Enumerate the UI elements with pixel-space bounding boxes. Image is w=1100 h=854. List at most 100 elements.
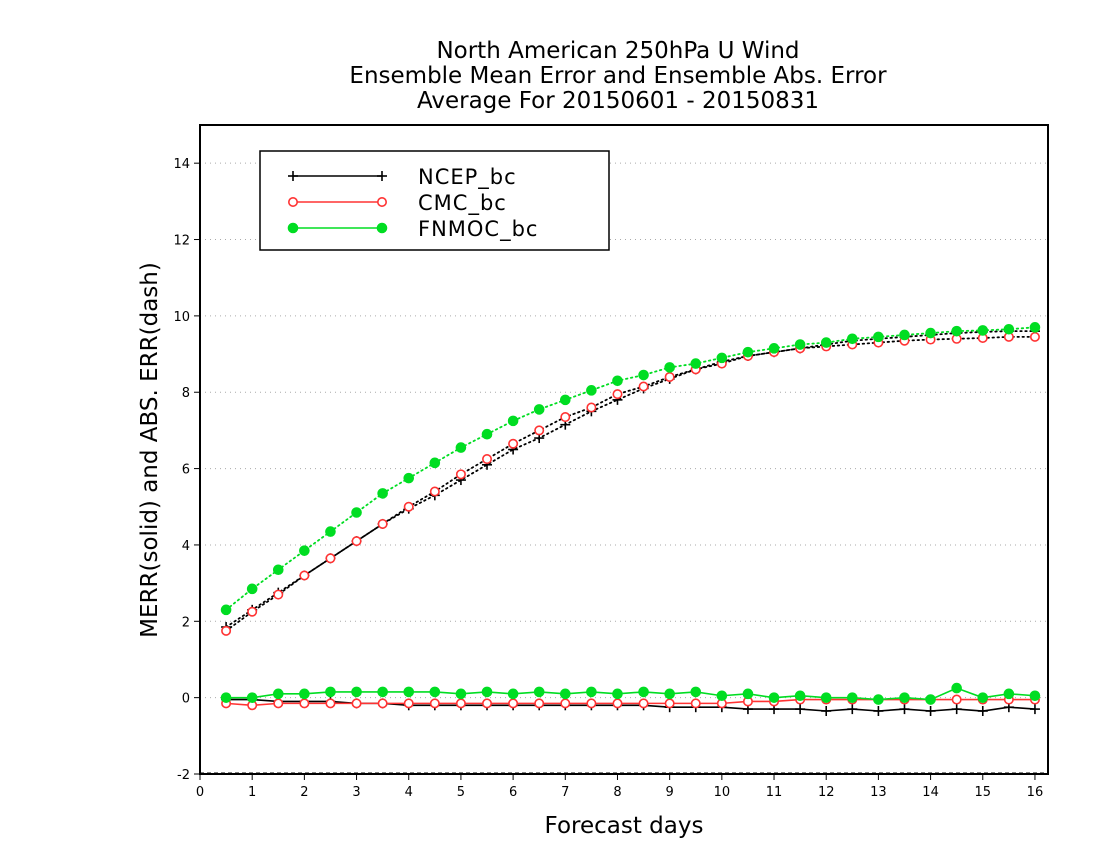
x-tick-label: 15 [974, 785, 991, 800]
data-point-filled-circle [820, 337, 832, 348]
data-point-open-circle [560, 698, 571, 709]
data-point-filled-circle [742, 346, 754, 358]
data-point-filled-circle [246, 692, 258, 703]
data-point-filled-circle [638, 369, 649, 381]
legend-label: CMC_bc [418, 191, 507, 216]
data-point-filled-circle [716, 690, 728, 702]
plot-frame [199, 124, 1049, 775]
data-point-open-circle [482, 454, 493, 465]
y-tick-label: 6 [182, 463, 190, 478]
data-point-filled-circle [325, 686, 336, 698]
data-point-filled-circle [1029, 322, 1041, 333]
data-point-plus [1029, 704, 1040, 715]
data-point-open-circle [403, 698, 414, 709]
data-point-open-circle [638, 381, 649, 392]
data-point-filled-circle [899, 329, 910, 341]
y-tick-label: 8 [182, 386, 190, 401]
data-point-filled-circle [272, 688, 284, 700]
data-point-open-circle [534, 698, 545, 709]
data-point-filled-circle [220, 604, 232, 616]
data-point-filled-circle [977, 692, 989, 703]
data-point-filled-circle [1029, 690, 1041, 702]
data-point-plus [377, 171, 387, 181]
data-point-filled-circle [794, 690, 806, 702]
data-point-open-circle [287, 197, 298, 208]
data-point-open-circle [482, 698, 493, 709]
data-point-open-circle [690, 698, 701, 709]
data-point-filled-circle [586, 686, 597, 698]
x-tick-label: 2 [300, 785, 308, 800]
y-tick-label: 4 [182, 539, 190, 554]
legend-label: NCEP_bc [418, 165, 517, 190]
data-point-filled-circle [507, 415, 519, 427]
data-point-open-circle [299, 698, 310, 709]
data-point-filled-circle [325, 526, 336, 537]
y-tick-label: -2 [177, 768, 190, 783]
legend-box [259, 150, 610, 251]
data-point-filled-circle [481, 428, 493, 440]
data-point-filled-circle [299, 545, 310, 556]
data-point-filled-circle [376, 222, 388, 234]
data-point-filled-circle [768, 692, 780, 703]
data-point-filled-circle [1003, 323, 1015, 335]
x-tick-label: 12 [818, 785, 835, 800]
data-point-open-circle [351, 536, 362, 547]
data-point-filled-circle [299, 688, 310, 700]
data-point-filled-circle [925, 327, 936, 339]
data-point-filled-circle [690, 358, 702, 369]
data-point-filled-circle [481, 686, 493, 698]
x-tick-label: 3 [352, 785, 360, 800]
data-point-filled-circle [533, 686, 545, 698]
data-point-plus [925, 706, 936, 717]
abs-err-line-ncep_bc [225, 330, 1036, 628]
data-point-open-circle [299, 570, 310, 581]
data-point-filled-circle [768, 343, 780, 354]
data-point-filled-circle [977, 325, 989, 336]
series-ncep_bc-abs-err [221, 326, 1040, 633]
data-point-filled-circle [847, 692, 858, 703]
data-point-open-circle [273, 698, 284, 709]
data-point-open-circle [377, 698, 388, 709]
legend-item-cmc_bc: CMC_bc [287, 191, 507, 216]
data-point-filled-circle [287, 222, 299, 234]
legend-item-ncep_bc: NCEP_bc [288, 165, 517, 190]
data-point-plus [288, 171, 298, 181]
data-point-filled-circle [351, 686, 362, 698]
grid [200, 162, 1048, 774]
data-point-open-circle [951, 694, 962, 705]
data-point-filled-circle [716, 352, 728, 364]
data-point-plus [795, 704, 806, 715]
data-point-filled-circle [612, 688, 623, 700]
legend-label: FNMOC_bc [418, 217, 538, 242]
data-point-filled-circle [533, 404, 545, 415]
data-point-open-circle [612, 389, 623, 400]
data-point-filled-circle [246, 583, 258, 595]
y-tick-label: 0 [182, 692, 190, 707]
data-point-open-circle [638, 698, 649, 709]
legend-item-fnmoc_bc: FNMOC_bc [287, 217, 538, 242]
data-point-filled-circle [1003, 688, 1015, 700]
data-point-plus [847, 704, 858, 715]
data-point-filled-circle [742, 688, 754, 700]
data-point-filled-circle [455, 442, 467, 453]
data-point-open-circle [560, 412, 571, 423]
data-point-open-circle [429, 486, 440, 497]
data-point-filled-circle [377, 686, 388, 698]
data-point-open-circle [664, 371, 675, 382]
x-axis-label: Forecast days [545, 813, 704, 839]
data-point-filled-circle [925, 694, 936, 705]
x-tick-label: 0 [196, 785, 204, 800]
data-point-filled-circle [873, 694, 884, 705]
data-point-filled-circle [559, 394, 571, 406]
data-point-plus [821, 706, 832, 717]
data-point-filled-circle [951, 325, 962, 337]
data-point-open-circle [508, 698, 519, 709]
data-point-filled-circle [612, 375, 623, 387]
x-tick-label: 16 [1027, 785, 1044, 800]
series-fnmoc_bc-merr [220, 682, 1041, 705]
x-tick-label: 7 [561, 785, 569, 800]
title-line-1: North American 250hPa U Wind [436, 38, 799, 64]
